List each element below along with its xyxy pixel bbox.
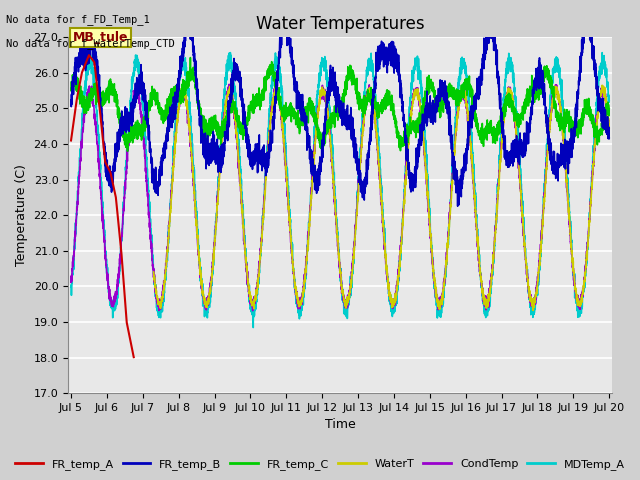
Text: No data for f_FD_Temp_1: No data for f_FD_Temp_1 [6,14,150,25]
Title: Water Temperatures: Water Temperatures [256,15,424,33]
Y-axis label: Temperature (C): Temperature (C) [15,164,28,266]
Text: No data for f_WaterTemp_CTD: No data for f_WaterTemp_CTD [6,38,175,49]
Legend: FR_temp_A, FR_temp_B, FR_temp_C, WaterT, CondTemp, MDTemp_A: FR_temp_A, FR_temp_B, FR_temp_C, WaterT,… [10,455,630,474]
X-axis label: Time: Time [324,419,355,432]
Text: MB_tule: MB_tule [73,31,128,44]
